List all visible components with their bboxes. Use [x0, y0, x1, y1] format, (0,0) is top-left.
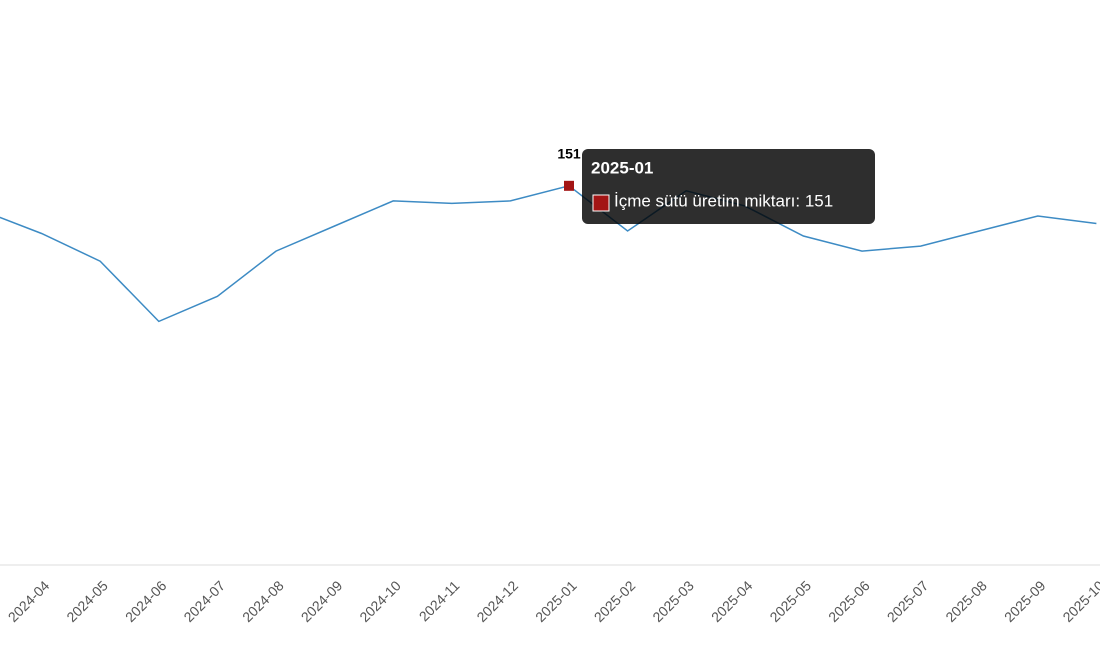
x-tick-label: 2025-08 — [942, 577, 990, 625]
x-tick-label: 2024-09 — [298, 577, 346, 625]
tooltip-title: 2025-01 — [591, 158, 653, 177]
x-tick-label: 2024-08 — [239, 577, 287, 625]
x-tick-label: 2025-04 — [708, 577, 756, 625]
tooltip-box — [582, 149, 875, 224]
x-tick-label: 2025-10 — [1059, 577, 1100, 625]
tooltip-swatch — [592, 194, 610, 212]
x-tick-label: 2024-10 — [356, 577, 404, 625]
plot-area: 2024-04 2024-05 2024-06 2024-07 2024-08 2024-… — [0, 146, 1100, 625]
tooltip: 2025-01 İçme sütü üretim miktarı: 151 — [582, 149, 875, 224]
x-tick-label: 2024-04 — [5, 577, 53, 625]
active-point — [564, 180, 574, 191]
x-tick-label: 2025-01 — [532, 577, 580, 625]
data-label: 151 — [557, 146, 581, 162]
x-tick-label: 2024-12 — [473, 577, 521, 625]
tooltip-label: İçme sütü üretim miktarı: 151 — [614, 191, 833, 210]
x-tick-label: 2024-07 — [180, 577, 228, 625]
x-tick-label: 2025-02 — [591, 577, 639, 625]
x-tick-label: 2024-06 — [122, 577, 170, 625]
x-tick-label: 2025-09 — [1001, 577, 1049, 625]
x-tick-label: 2025-03 — [649, 577, 697, 625]
x-tick-label: 2024-05 — [63, 577, 111, 625]
x-tick-label: 2024-11 — [416, 577, 463, 624]
x-tick-label: 2025-06 — [825, 577, 873, 625]
series-line — [0, 184, 1097, 323]
x-tick-label: 2025-07 — [884, 577, 932, 625]
x-tick-label: 2025-05 — [766, 577, 814, 625]
